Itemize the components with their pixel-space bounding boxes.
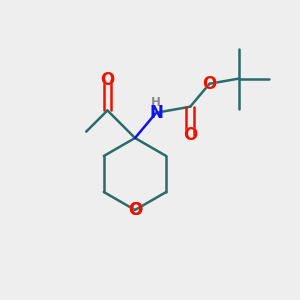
Text: N: N: [149, 104, 163, 122]
Text: H: H: [151, 96, 161, 109]
Text: O: O: [183, 126, 197, 144]
Text: O: O: [128, 201, 142, 219]
Text: O: O: [100, 71, 115, 89]
Text: O: O: [128, 201, 142, 219]
Text: O: O: [202, 75, 217, 93]
Text: O: O: [202, 75, 217, 93]
Text: O: O: [100, 71, 115, 89]
Text: O: O: [128, 201, 142, 219]
Text: O: O: [183, 126, 197, 144]
